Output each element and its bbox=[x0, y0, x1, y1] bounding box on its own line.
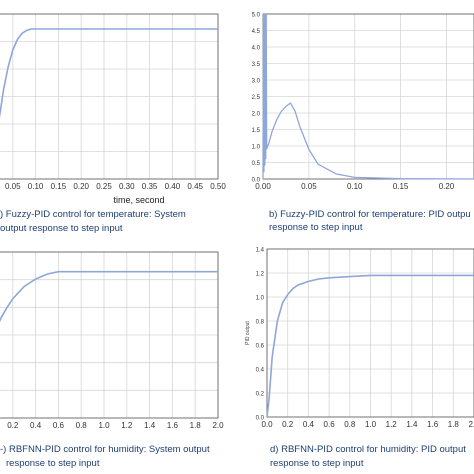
panel-a-x-tick-label: 0.25 bbox=[96, 182, 112, 191]
panel-d-x-tick-label: 0.6 bbox=[324, 420, 336, 429]
panel-b-grid bbox=[262, 13, 474, 180]
panel-c: 0.2 0.4 0.6 0.8 1.0 1.2 1.4 1.6 1.8 2.0 -) RBFNN-… bbox=[0, 251, 224, 469]
panel-d-y-tick-label: 1.0 bbox=[256, 296, 265, 302]
panel-a-x-tick-label: 0.05 bbox=[5, 182, 21, 191]
panel-b-y-tick-label: 1.0 bbox=[252, 145, 261, 151]
panel-a-x-tick-label: 0.50 bbox=[210, 182, 226, 191]
panel-d-y-tick-label: 0.4 bbox=[256, 368, 265, 374]
panel-c-x-tick-label: 0.6 bbox=[53, 421, 65, 430]
panel-b-y-tick-label: 3.0 bbox=[252, 79, 261, 85]
panel-d-grid bbox=[266, 248, 474, 418]
panel-b-caption-line-1: b) Fuzzy-PID control for temperature: PI… bbox=[269, 209, 471, 220]
panel-d-x-tick-label: 1.6 bbox=[427, 420, 439, 429]
panel-b: 5.04.54.03.53.02.52.01.51.00.50.0 0.00 0.… bbox=[252, 13, 474, 233]
panel-a-x-axis-title: time, second bbox=[113, 195, 164, 205]
panel-b-y-tick-label: 3.5 bbox=[252, 62, 261, 68]
panel-b-x-tick-label: 0.00 bbox=[255, 182, 271, 191]
panel-c-series-line bbox=[0, 270, 218, 323]
panel-a-plot-frame bbox=[0, 13, 219, 180]
panel-d-x-tick-label: 0.0 bbox=[261, 420, 273, 429]
panel-b-series-line bbox=[262, 13, 474, 180]
panel-d-x-ticks: 0.0 0.2 0.4 0.6 0.8 1.0 1.2 1.4 1.6 1.8 2.0 bbox=[261, 420, 474, 429]
panel-d-x-tick-label: 1.2 bbox=[386, 420, 398, 429]
panel-b-y-tick-label: 1.5 bbox=[252, 128, 261, 134]
panel-b-x-tick-label: 0.15 bbox=[393, 182, 409, 191]
panel-d-y-tick-label: 0.2 bbox=[256, 392, 265, 398]
panel-b-x-ticks: 0.00 0.05 0.10 0.15 0.20 bbox=[255, 182, 455, 191]
panel-a-series-line bbox=[0, 28, 218, 119]
panel-b-y-tick-label: 2.0 bbox=[252, 112, 261, 118]
panel-c-plot-frame bbox=[0, 251, 219, 419]
panel-d-y-tick-label: 0.6 bbox=[256, 344, 265, 350]
panel-b-y-tick-label: 0.0 bbox=[252, 178, 261, 184]
panel-a-x-tick-label: 0.30 bbox=[119, 182, 135, 191]
panel-b-x-tick-label: 0.20 bbox=[439, 182, 455, 191]
panel-a-caption-line-2: output response to step input bbox=[0, 223, 123, 234]
panel-a-x-tick-label: 0.40 bbox=[165, 182, 181, 191]
panel-d-x-tick-label: 1.8 bbox=[448, 420, 460, 429]
panel-d-y-tick-label: 0.8 bbox=[256, 320, 265, 326]
panel-c-x-tick-label: 1.4 bbox=[144, 421, 156, 430]
panel-b-x-tick-label: 0.05 bbox=[301, 182, 317, 191]
panel-d-y-ticks: 1.4 1.2 1.0 0.8 0.6 0.4 0.2 0.0 bbox=[256, 248, 265, 422]
panel-a-caption-line-1: ) Fuzzy-PID control for temperature: Sys… bbox=[0, 209, 186, 220]
panel-c-x-tick-label: 0.2 bbox=[7, 421, 19, 430]
panel-b-y-tick-label: 5.0 bbox=[252, 13, 261, 19]
panel-c-x-tick-label: 0.8 bbox=[76, 421, 88, 430]
panel-c-x-tick-label: 0.4 bbox=[30, 421, 42, 430]
panel-c-x-tick-label: 2.0 bbox=[212, 421, 224, 430]
panel-b-y-tick-label: 0.5 bbox=[252, 161, 261, 167]
panel-d-y-tick-label: 1.4 bbox=[256, 248, 265, 254]
panel-c-x-tick-label: 1.2 bbox=[121, 421, 133, 430]
panel-a-x-ticks: 0.05 0.10 0.15 0.20 0.25 0.30 0.35 0.40 0.45 0.50 bbox=[5, 182, 226, 191]
panel-d-caption-line-1: d) RBFNN-PID control for humidity: PID o… bbox=[270, 444, 466, 455]
panel-b-y-tick-label: 4.0 bbox=[252, 46, 261, 52]
panel-d-x-tick-label: 1.4 bbox=[406, 420, 418, 429]
panel-c-x-ticks: 0.2 0.4 0.6 0.8 1.0 1.2 1.4 1.6 1.8 2.0 bbox=[7, 421, 224, 430]
panel-c-x-tick-label: 1.6 bbox=[167, 421, 179, 430]
panel-d-plot-frame bbox=[266, 248, 474, 418]
panel-c-x-tick-label: 1.0 bbox=[98, 421, 110, 430]
panel-a: 0.05 0.10 0.15 0.20 0.25 0.30 0.35 0.40 0.45 0.50… bbox=[0, 13, 226, 234]
panel-b-y-ticks: 5.0 4.5 4.0 3.5 3.0 2.5 2.0 1.5 1.0 0.5 0.0 bbox=[252, 13, 261, 184]
panel-a-x-tick-label: 0.15 bbox=[51, 182, 67, 191]
panel-c-x-tick-label: 1.8 bbox=[190, 421, 202, 430]
panel-d-x-tick-label: 2.0 bbox=[468, 420, 474, 429]
panel-d-caption-line-2: response to step input bbox=[270, 458, 364, 469]
panel-b-caption-line-2: response to step input bbox=[269, 222, 363, 233]
panel-b-y-tick-label: 4.5 bbox=[252, 29, 261, 35]
panel-c-caption-line-2: response to step input bbox=[6, 458, 100, 469]
panel-d-y-tick-label: 0.0 bbox=[256, 416, 265, 422]
panel-c-caption-line-1: -) RBFNN-PID control for humidity: Syste… bbox=[0, 444, 210, 455]
panel-d-series-line bbox=[266, 274, 474, 418]
panel-d-x-tick-label: 0.4 bbox=[303, 420, 315, 429]
panel-a-x-tick-label: 0.45 bbox=[187, 182, 203, 191]
panel-d-y-axis-title: PID output bbox=[245, 321, 251, 345]
panel-d-y-tick-label: 1.2 bbox=[256, 272, 265, 278]
panel-b-x-tick-label: 0.10 bbox=[347, 182, 363, 191]
panel-b-y-tick-label: 2.5 bbox=[252, 95, 261, 101]
panel-a-x-tick-label: 0.10 bbox=[28, 182, 44, 191]
panel-a-grid bbox=[0, 13, 219, 180]
panel-a-x-tick-label: 0.20 bbox=[73, 182, 89, 191]
panel-d-x-tick-label: 1.0 bbox=[365, 420, 377, 429]
panel-a-x-tick-label: 0.35 bbox=[142, 182, 158, 191]
panel-d-x-tick-label: 0.8 bbox=[344, 420, 356, 429]
panel-c-grid bbox=[0, 251, 219, 419]
panel-d-x-tick-label: 0.2 bbox=[282, 420, 294, 429]
panel-d: 1.4 1.2 1.0 0.8 0.6 0.4 0.2 0.0 0.0 0.2 0.4 0.6 0.8… bbox=[245, 248, 474, 469]
